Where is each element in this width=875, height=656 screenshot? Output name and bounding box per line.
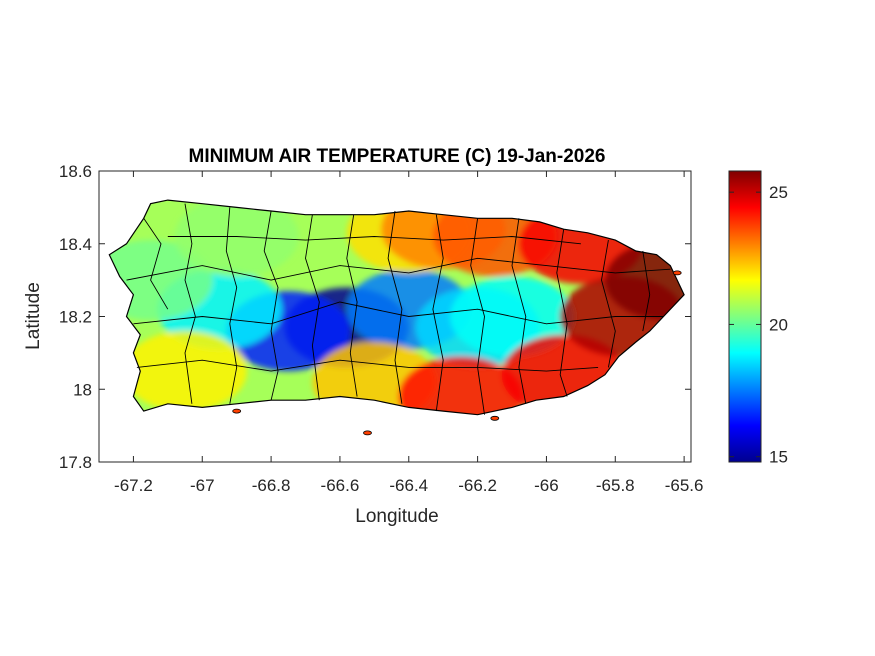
municipality-border (133, 301, 664, 325)
municipality-border (346, 214, 358, 397)
municipality-border (225, 207, 238, 404)
municipality-border (387, 210, 403, 404)
municipality-border (556, 229, 568, 397)
municipality-border (126, 257, 671, 281)
islet (232, 408, 242, 414)
temperature-cell (604, 240, 685, 321)
y-tick-label: 18 (73, 380, 92, 399)
x-tick-label: -66 (534, 476, 559, 495)
colorbar-tick-label: 25 (769, 183, 788, 202)
municipality-border (263, 210, 279, 401)
y-tick-label: 17.8 (59, 453, 92, 472)
colorbar-tick-label: 20 (769, 315, 788, 334)
x-tick-label: -67 (190, 476, 215, 495)
municipality-border (136, 359, 599, 372)
x-tick-label: -65.6 (665, 476, 704, 495)
temperature-cell (123, 331, 247, 412)
x-tick-label: -66.8 (252, 476, 291, 495)
x-tick-label: -66.2 (458, 476, 497, 495)
islet (672, 270, 682, 276)
municipality-border (511, 218, 527, 404)
y-axis-ticks: 17.8 18 18.2 18.4 18.6 (59, 162, 691, 472)
x-tick-label: -65.8 (596, 476, 635, 495)
colorbar (728, 170, 762, 463)
municipality-border (432, 214, 444, 412)
x-tick-label: -67.2 (114, 476, 153, 495)
x-tick-label: -66.4 (389, 476, 428, 495)
islet (363, 430, 372, 436)
colorbar-ticks: 15 20 25 (729, 183, 788, 467)
islet (490, 415, 500, 421)
x-axis-label: Longitude (355, 506, 438, 527)
municipality-borders (126, 203, 671, 415)
municipality-border (167, 236, 581, 245)
x-tick-label: -66.6 (321, 476, 360, 495)
municipality-border (642, 250, 651, 332)
municipality-border (601, 240, 616, 368)
municipality-border (143, 218, 169, 310)
municipality-border (470, 218, 485, 415)
x-axis-ticks: -67.2 -67 -66.8 -66.6 -66.4 -66.2 -66 -65.8 -65.… (114, 171, 703, 495)
map-title: MINIMUM AIR TEMPERATURE (C) 19-Jan-2026 (189, 146, 606, 167)
temperature-cell (398, 356, 523, 415)
y-tick-label: 18.6 (59, 162, 92, 181)
y-tick-label: 18.2 (59, 308, 92, 327)
island-outline (108, 199, 685, 416)
colorbar-tick-label: 15 (769, 448, 788, 467)
offshore-islets (232, 270, 682, 436)
municipality-border (184, 203, 196, 404)
y-axis-label: Latitude (23, 282, 44, 350)
y-tick-label: 18.4 (59, 235, 92, 254)
